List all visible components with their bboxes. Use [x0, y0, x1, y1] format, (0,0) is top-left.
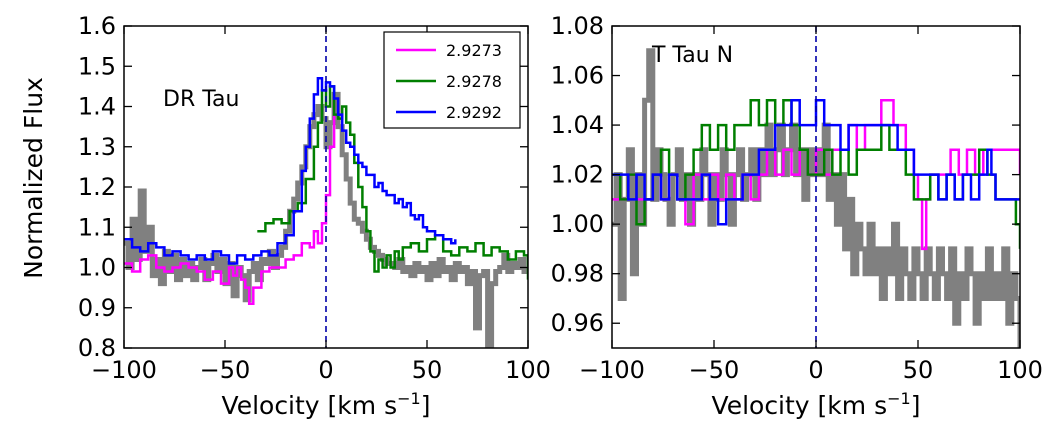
- x-axis-label: Velocity [km s−1]: [222, 389, 431, 420]
- x-tick-label: 50: [903, 356, 934, 384]
- panel-dr-tau: −100 −50 0 50 100 0.8 0.9 1.0 1.1 1.2 1.3 1.4 1.5 1.6…: [78, 12, 551, 420]
- x-tick-label: 0: [318, 356, 333, 384]
- y-tick-label: 1.1: [78, 213, 116, 241]
- y-tick-label: 1.04: [551, 111, 604, 139]
- y-tick-label: 1.5: [78, 52, 116, 80]
- panel-t-tau-n: −100 −50 0 50 100 0.96 0.98 1.00 1.02 1.04 1.06 1.0…: [551, 12, 1043, 420]
- series-line-0: [124, 91, 528, 348]
- y-tick-label: 1.3: [78, 133, 116, 161]
- legend-entry: 2.9273: [446, 41, 502, 60]
- x-tick-label: 100: [505, 356, 551, 384]
- y-tick-label: 1.06: [551, 62, 604, 90]
- y-tick-label: 1.02: [551, 161, 604, 189]
- y-tick-label: 0.96: [551, 309, 604, 337]
- x-tick-label: −50: [200, 356, 251, 384]
- y-tick-label: 0.9: [78, 294, 116, 322]
- y-tick-label: 1.2: [78, 173, 116, 201]
- y-tick-label: 1.0: [78, 254, 116, 282]
- series-line-3: [612, 99, 1020, 226]
- x-tick-label: −100: [91, 356, 157, 384]
- y-tick-label: 0.98: [551, 260, 604, 288]
- panel-label: DR Tau: [163, 87, 239, 112]
- legend-entry: 2.9292: [446, 103, 502, 122]
- y-tick-label: 1.4: [78, 93, 116, 121]
- y-axis-label: Normalized Flux: [19, 77, 48, 279]
- series-line-3: [124, 77, 457, 265]
- series-line-2: [257, 85, 528, 280]
- legend: 2.9273 2.9278 2.9292: [383, 31, 521, 129]
- x-tick-label: 100: [997, 356, 1043, 384]
- y-tick-label: 1.6: [78, 12, 116, 40]
- x-axis-label: Velocity [km s−1]: [712, 389, 921, 420]
- series-line-1: [124, 98, 336, 305]
- x-tick-label: −100: [579, 356, 645, 384]
- x-tick-label: 50: [412, 356, 443, 384]
- x-tick-label: 0: [808, 356, 823, 384]
- y-tick-label: 1.00: [551, 210, 604, 238]
- x-tick-label: −50: [689, 356, 740, 384]
- y-tick-label: 0.8: [78, 334, 116, 362]
- y-tick-label: 1.08: [551, 12, 604, 40]
- panel-label: T Tau N: [651, 43, 733, 68]
- legend-entry: 2.9278: [446, 72, 502, 91]
